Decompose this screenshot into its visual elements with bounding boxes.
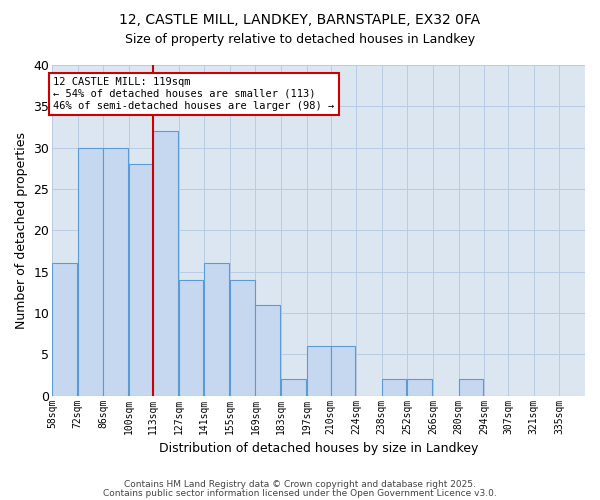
- Text: Contains HM Land Registry data © Crown copyright and database right 2025.: Contains HM Land Registry data © Crown c…: [124, 480, 476, 489]
- Bar: [204, 264, 229, 396]
- Bar: [307, 346, 331, 396]
- Y-axis label: Number of detached properties: Number of detached properties: [15, 132, 28, 329]
- Bar: [179, 280, 203, 396]
- X-axis label: Distribution of detached houses by size in Landkey: Distribution of detached houses by size …: [159, 442, 478, 455]
- Bar: [153, 131, 178, 396]
- Bar: [52, 264, 77, 396]
- Bar: [129, 164, 154, 396]
- Bar: [256, 304, 280, 396]
- Bar: [103, 148, 128, 396]
- Bar: [382, 379, 406, 396]
- Text: Contains public sector information licensed under the Open Government Licence v3: Contains public sector information licen…: [103, 488, 497, 498]
- Bar: [331, 346, 355, 396]
- Text: Size of property relative to detached houses in Landkey: Size of property relative to detached ho…: [125, 32, 475, 46]
- Text: 12 CASTLE MILL: 119sqm
← 54% of detached houses are smaller (113)
46% of semi-de: 12 CASTLE MILL: 119sqm ← 54% of detached…: [53, 78, 334, 110]
- Bar: [281, 379, 306, 396]
- Text: 12, CASTLE MILL, LANDKEY, BARNSTAPLE, EX32 0FA: 12, CASTLE MILL, LANDKEY, BARNSTAPLE, EX…: [119, 12, 481, 26]
- Bar: [78, 148, 103, 396]
- Bar: [458, 379, 484, 396]
- Bar: [407, 379, 432, 396]
- Bar: [230, 280, 254, 396]
